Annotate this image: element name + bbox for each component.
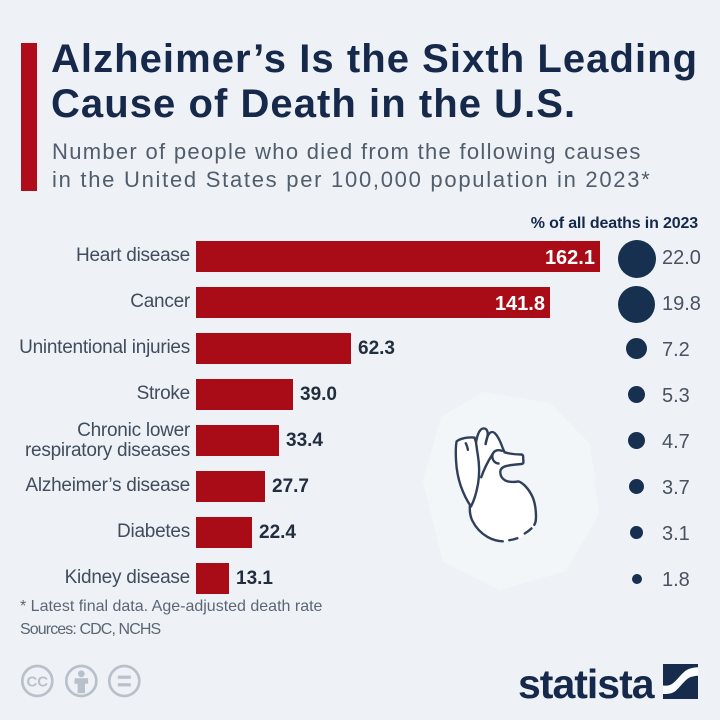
svg-text:CC: CC [26,674,48,691]
